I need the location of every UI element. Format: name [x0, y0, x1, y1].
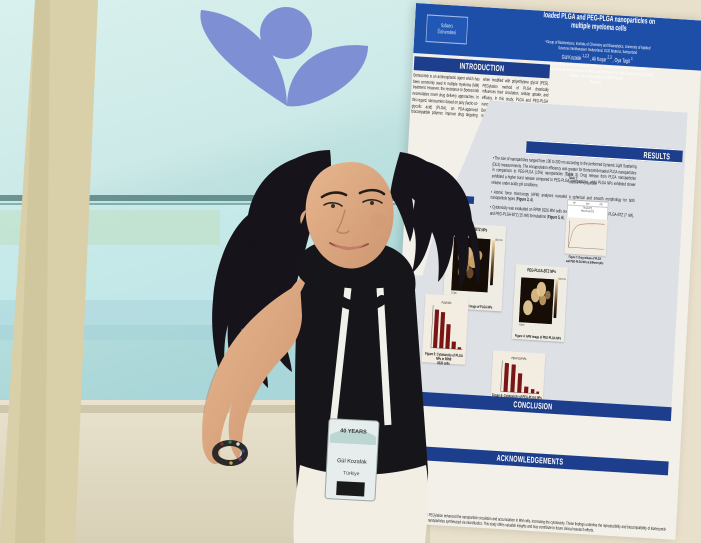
svg-text:Türkiye: Türkiye — [343, 470, 360, 477]
